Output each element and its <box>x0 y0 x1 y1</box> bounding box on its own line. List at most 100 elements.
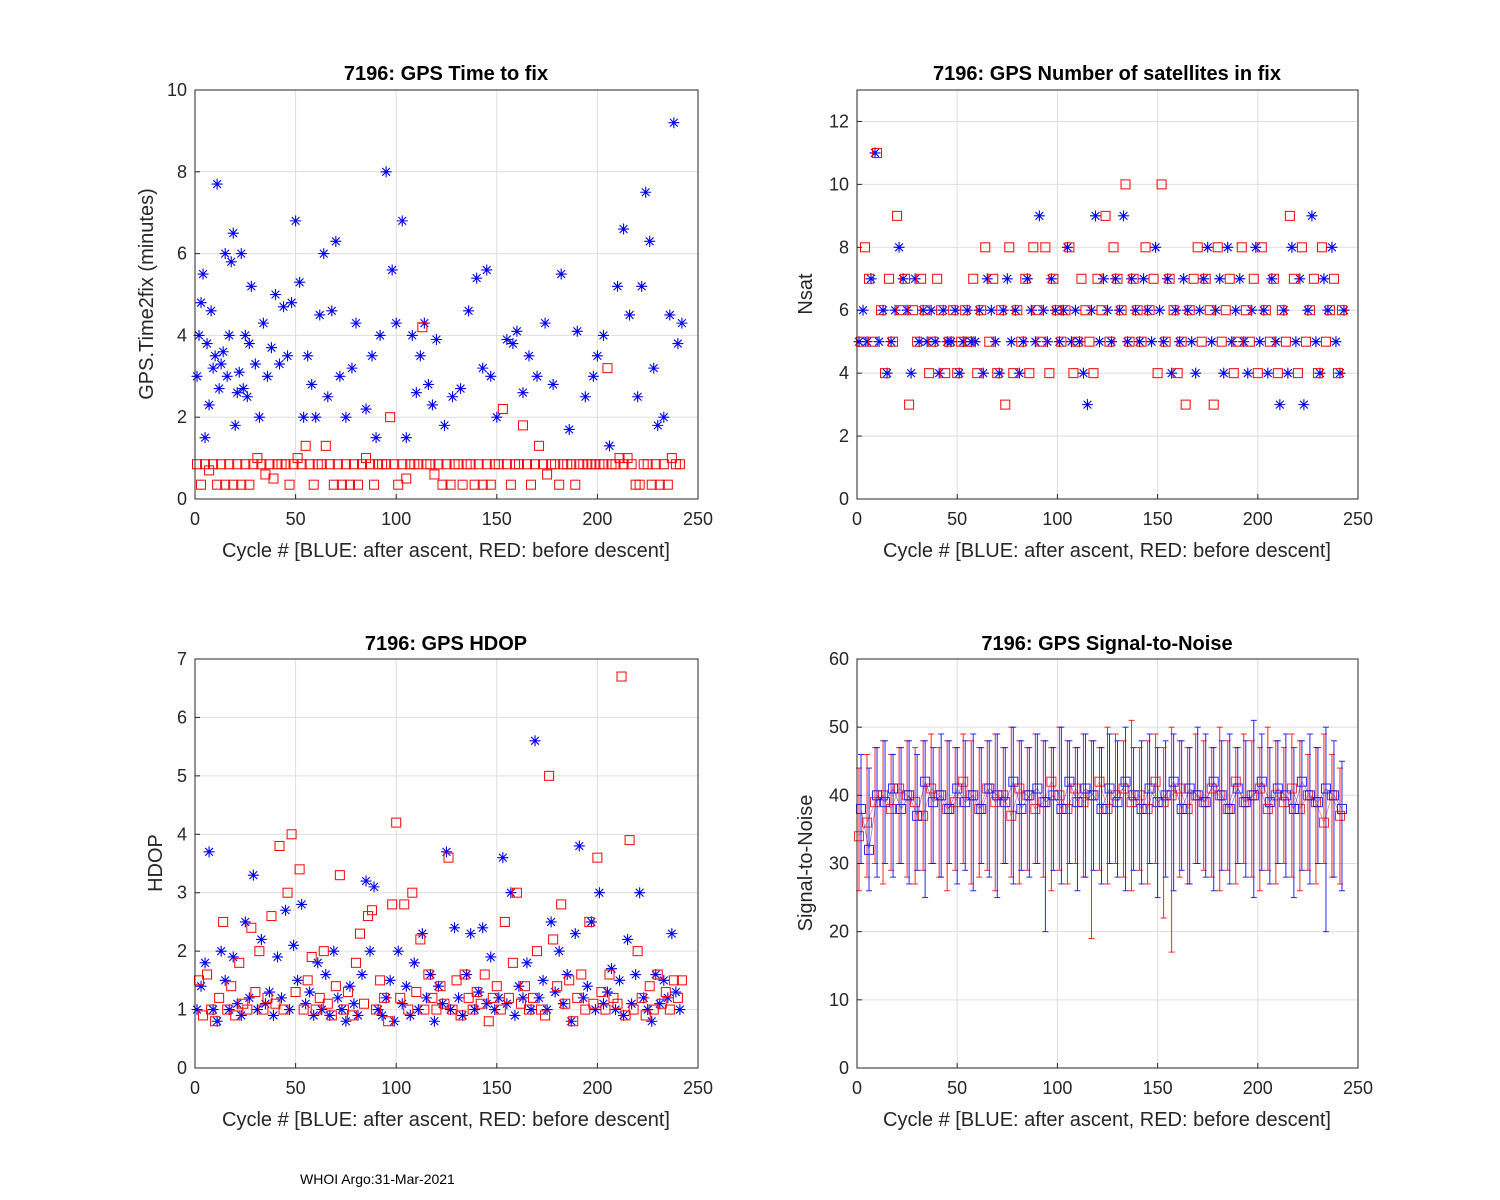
data-point <box>1116 305 1127 316</box>
data-point <box>538 459 549 470</box>
data-point <box>893 241 905 253</box>
data-point <box>523 1004 534 1015</box>
data-point <box>948 305 959 316</box>
data-point <box>620 1010 631 1021</box>
data-point <box>648 362 660 374</box>
data-point <box>912 810 923 821</box>
data-point <box>224 459 235 470</box>
data-point <box>872 790 883 801</box>
data-point <box>1120 776 1131 787</box>
data-point <box>1194 304 1206 316</box>
data-point <box>1072 336 1083 347</box>
data-point <box>664 309 676 321</box>
data-point <box>383 1016 394 1027</box>
data-point <box>320 969 332 981</box>
data-point <box>1150 776 1161 787</box>
data-point <box>451 975 462 986</box>
data-point <box>426 399 438 411</box>
data-point <box>1312 797 1323 808</box>
data-point <box>254 946 265 957</box>
data-point <box>554 479 565 490</box>
data-point <box>219 974 231 986</box>
data-point <box>1005 336 1017 348</box>
data-point <box>227 227 239 239</box>
data-point <box>359 998 370 1009</box>
data-point <box>1138 273 1150 285</box>
data-point <box>471 987 482 998</box>
data-point <box>1278 797 1289 808</box>
data-point <box>1232 783 1243 794</box>
data-point <box>1158 797 1169 808</box>
data-point <box>936 305 947 316</box>
x-axis-label: Cycle # [BLUE: after ascent, RED: before… <box>883 1109 1331 1131</box>
data-point <box>259 998 271 1010</box>
x-tick-label: 100 <box>1042 1078 1072 1098</box>
data-point <box>521 957 533 969</box>
data-point <box>511 325 523 337</box>
data-point <box>513 980 525 992</box>
data-point <box>286 297 298 309</box>
data-point <box>925 304 937 316</box>
data-point <box>1081 399 1093 411</box>
data-point <box>517 387 529 399</box>
data-point <box>517 992 529 1004</box>
data-point <box>861 336 873 348</box>
data-point <box>1262 803 1273 814</box>
data-point <box>403 1004 414 1015</box>
data-point <box>477 362 489 374</box>
data-point <box>193 329 205 341</box>
data-point <box>241 391 253 403</box>
data-point <box>1118 210 1130 222</box>
x-tick-labels: 0 50 100 150 200 250 <box>190 509 713 529</box>
data-point <box>968 273 979 284</box>
data-point <box>493 459 504 470</box>
data-point <box>544 770 555 781</box>
data-point <box>1174 783 1185 794</box>
data-point <box>495 1004 506 1015</box>
y-tick-label: 0 <box>839 489 849 509</box>
data-point <box>216 459 227 470</box>
data-point <box>672 992 683 1003</box>
data-point <box>1218 367 1230 379</box>
data-point <box>352 1009 364 1021</box>
y-tick-label: 2 <box>839 426 849 446</box>
data-point <box>195 297 207 309</box>
data-point <box>646 479 657 490</box>
x-tick-label: 250 <box>683 509 713 529</box>
data-point <box>1272 368 1283 379</box>
series-before-descent <box>854 719 1345 953</box>
data-point <box>312 957 324 969</box>
x-tick-label: 200 <box>1243 1078 1273 1098</box>
data-point <box>674 1004 686 1016</box>
data-point <box>1280 336 1291 347</box>
data-point <box>368 881 380 893</box>
x-tick-label: 0 <box>852 1078 862 1098</box>
data-point <box>1240 797 1251 808</box>
marks <box>854 719 1347 953</box>
data-point <box>1216 790 1227 801</box>
data-point <box>1330 336 1342 348</box>
data-point <box>352 479 363 490</box>
data-point <box>1222 241 1234 253</box>
data-point <box>1322 304 1334 316</box>
y-axis-label: Nsat <box>795 273 817 315</box>
data-point <box>944 336 955 347</box>
y-axis-label: HDOP <box>145 834 167 892</box>
data-point <box>1053 336 1065 348</box>
data-point <box>438 419 450 431</box>
data-point <box>976 803 987 814</box>
data-point <box>1244 336 1255 347</box>
data-point <box>1009 304 1021 316</box>
data-point <box>1162 273 1174 285</box>
data-point <box>350 317 362 329</box>
data-point <box>1184 305 1195 316</box>
data-point <box>990 797 1001 808</box>
data-point <box>654 998 666 1010</box>
data-point <box>1110 273 1122 285</box>
data-point <box>957 336 969 348</box>
x-tick-label: 100 <box>381 1078 411 1098</box>
data-point <box>443 852 454 863</box>
data-point <box>961 304 973 316</box>
data-point <box>257 317 269 329</box>
data-point <box>1264 336 1275 347</box>
